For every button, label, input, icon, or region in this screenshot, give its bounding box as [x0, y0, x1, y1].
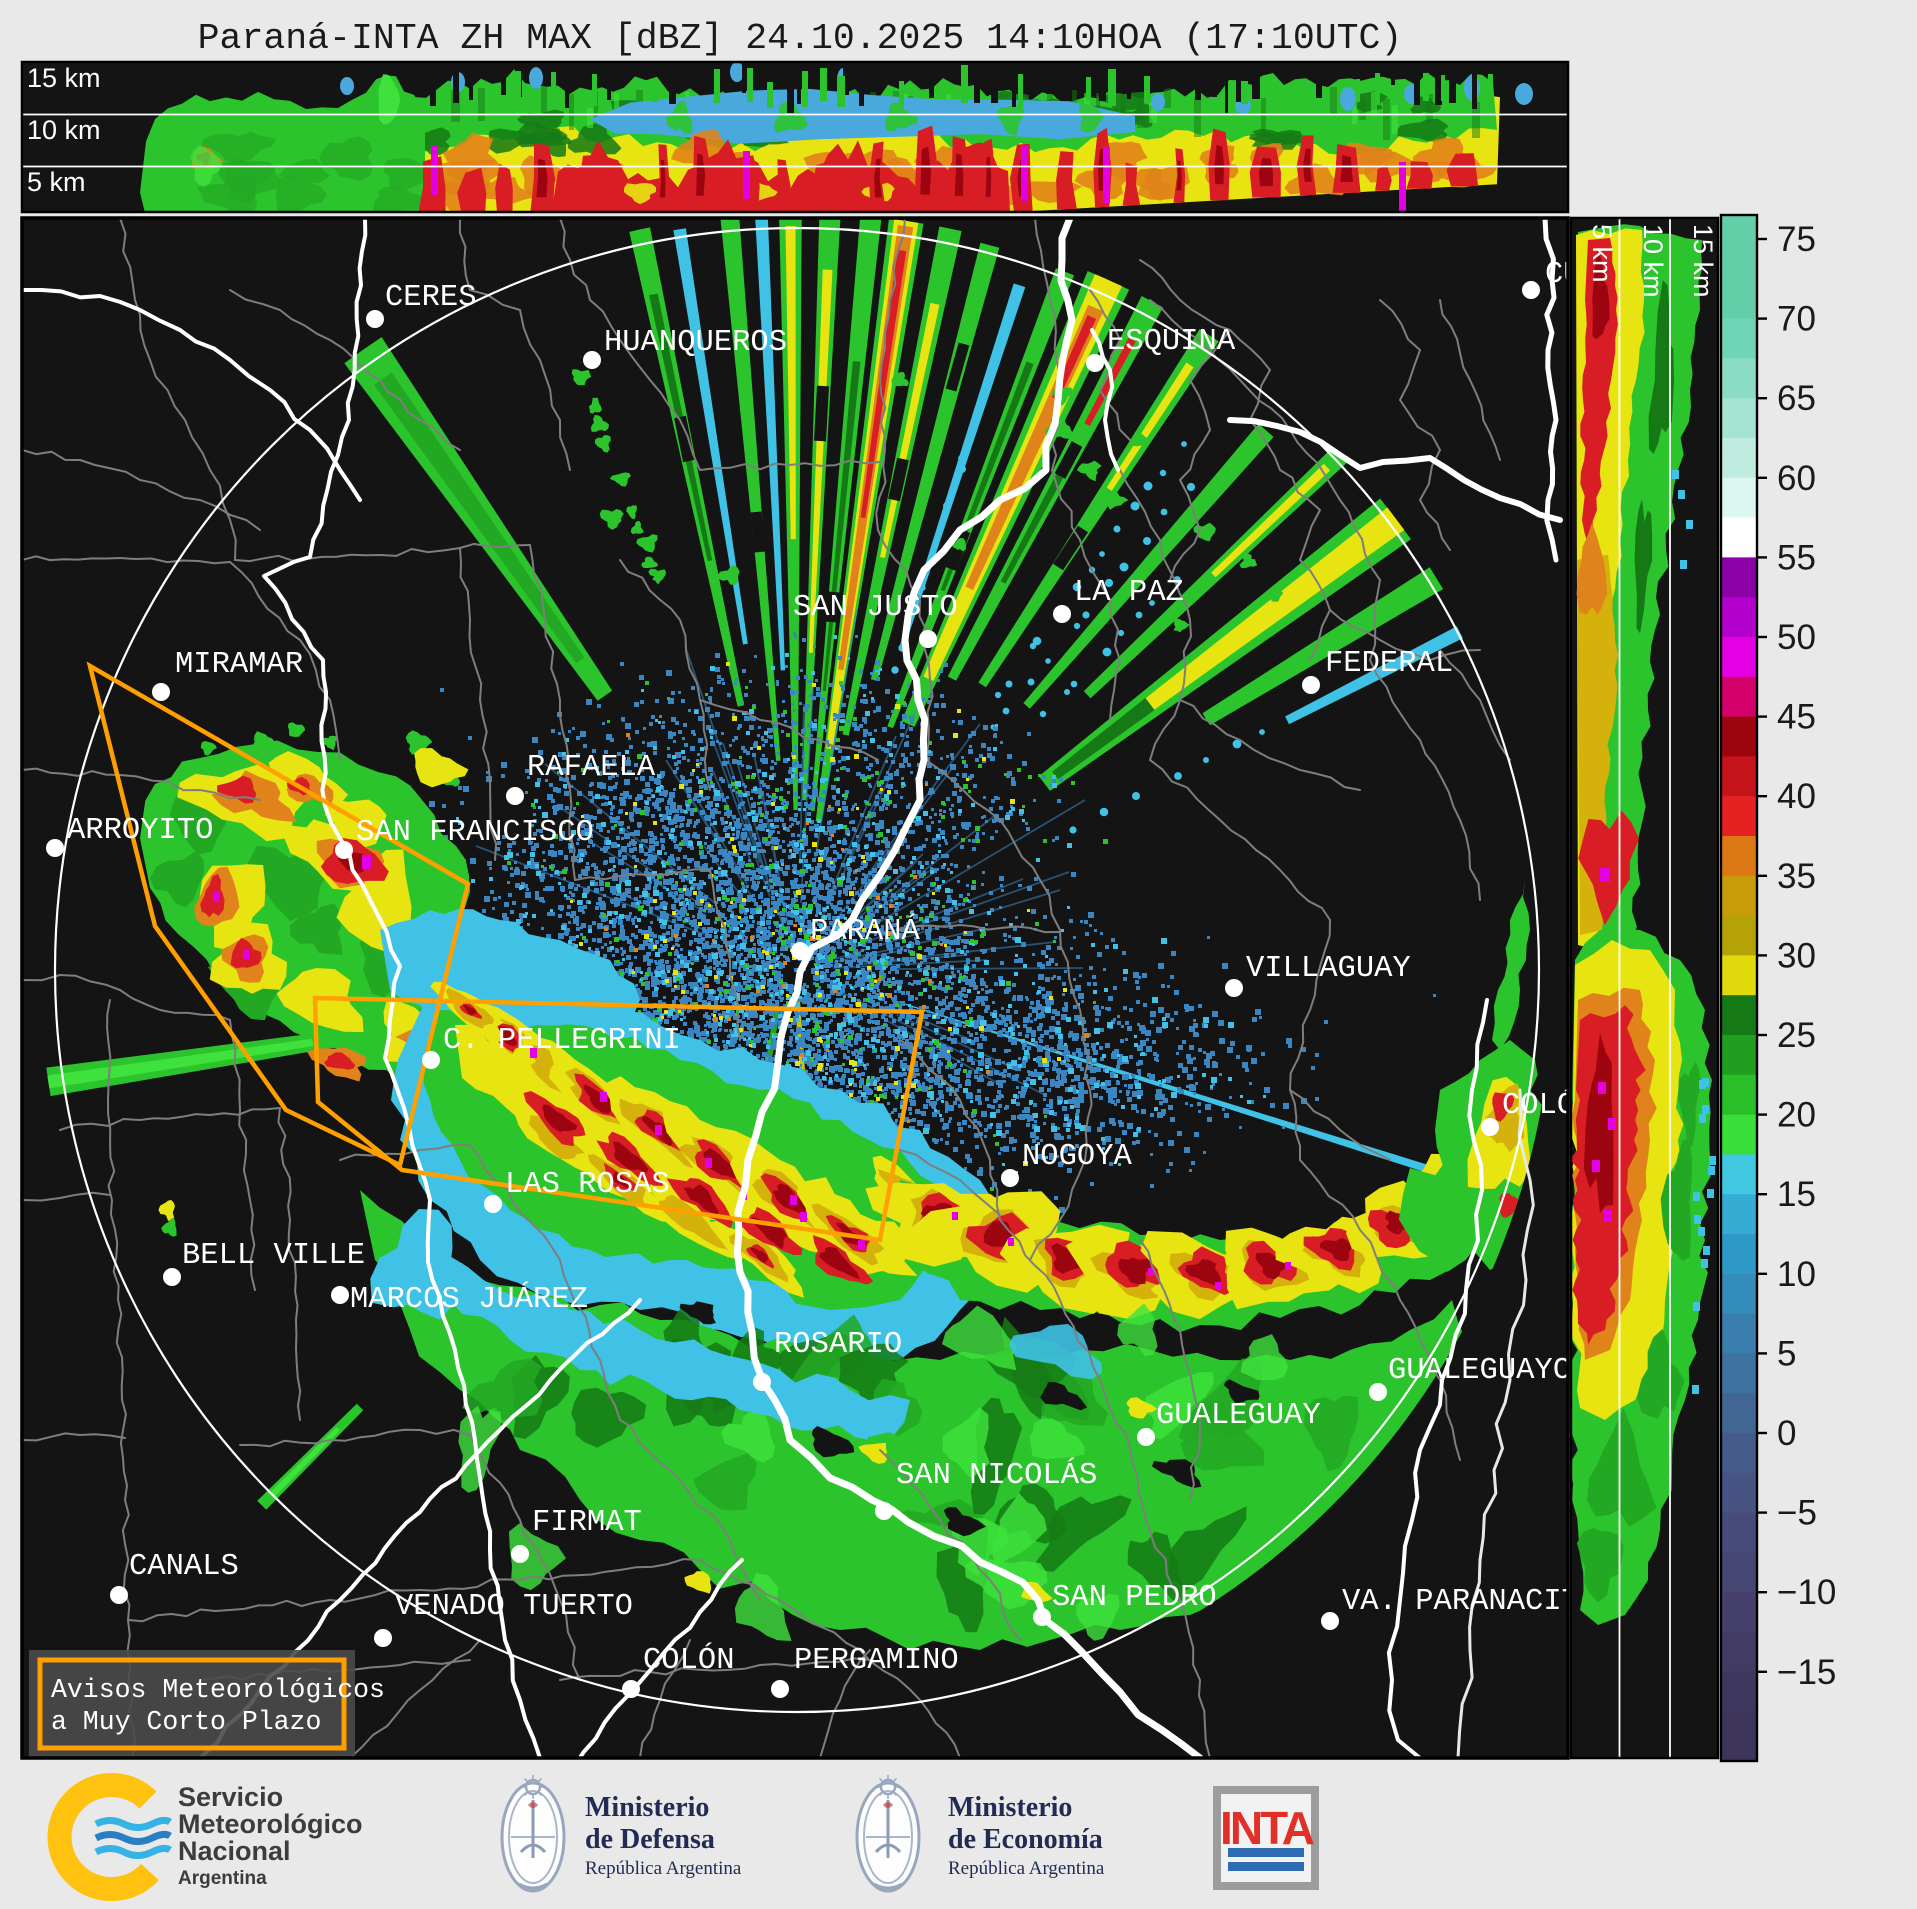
svg-text:55: 55 — [1777, 538, 1816, 577]
svg-text:60: 60 — [1777, 459, 1816, 498]
svg-text:5: 5 — [1777, 1334, 1796, 1373]
svg-text:COLÓN: COLÓN — [1502, 1086, 1594, 1123]
svg-text:NOGOYA: NOGOYA — [1022, 1140, 1133, 1174]
svg-text:−10: −10 — [1777, 1573, 1836, 1612]
svg-text:VA. PARANACITO: VA. PARANACITO — [1342, 1585, 1598, 1619]
svg-text:SAN FRANCISCO: SAN FRANCISCO — [356, 816, 594, 850]
svg-text:ARROYITO: ARROYITO — [67, 814, 213, 848]
svg-text:COLÓN: COLÓN — [643, 1641, 735, 1678]
svg-text:Avisos Meteorológicos: Avisos Meteorológicos — [51, 1675, 385, 1705]
svg-text:ROSARIO: ROSARIO — [774, 1328, 902, 1362]
svg-text:10: 10 — [1777, 1255, 1816, 1294]
svg-text:VENADO TUERTO: VENADO TUERTO — [395, 1590, 633, 1624]
svg-text:BELL VILLE: BELL VILLE — [182, 1239, 365, 1273]
svg-text:25: 25 — [1777, 1016, 1816, 1055]
svg-text:0: 0 — [1777, 1414, 1796, 1453]
svg-text:VILLAGUAY: VILLAGUAY — [1246, 952, 1411, 986]
svg-text:5 km: 5 km — [1587, 224, 1617, 283]
svg-text:40: 40 — [1777, 777, 1816, 816]
svg-text:RAFAELA: RAFAELA — [527, 751, 656, 785]
svg-text:Ministerio: Ministerio — [585, 1792, 709, 1823]
svg-text:República Argentina: República Argentina — [948, 1858, 1105, 1879]
svg-text:35: 35 — [1777, 857, 1816, 896]
svg-text:10 km: 10 km — [1638, 224, 1668, 298]
svg-text:−5: −5 — [1777, 1494, 1817, 1533]
svg-text:HUANQUEROS: HUANQUEROS — [604, 326, 787, 360]
svg-text:PERGAMINO: PERGAMINO — [794, 1644, 959, 1678]
svg-text:CERES: CERES — [385, 281, 477, 315]
svg-text:GUALEGUAYCHÚ: GUALEGUAYCHÚ — [1388, 1351, 1608, 1388]
svg-text:de Defensa: de Defensa — [585, 1824, 715, 1855]
svg-text:CU: CU — [1545, 258, 1582, 292]
svg-text:Paraná-INTA ZH MAX [dBZ] 24.10: Paraná-INTA ZH MAX [dBZ] 24.10.2025 14:1… — [198, 18, 1403, 59]
svg-text:15 km: 15 km — [27, 63, 101, 93]
svg-text:15: 15 — [1777, 1175, 1816, 1214]
svg-text:SAN JUSTO: SAN JUSTO — [793, 591, 958, 625]
svg-text:C. PELLEGRINI: C. PELLEGRINI — [443, 1024, 681, 1058]
svg-text:20: 20 — [1777, 1096, 1816, 1135]
svg-text:Argentina: Argentina — [178, 1868, 267, 1889]
svg-text:GUALEGUAY: GUALEGUAY — [1156, 1399, 1321, 1433]
svg-text:República Argentina: República Argentina — [585, 1858, 742, 1879]
svg-text:75: 75 — [1777, 220, 1816, 259]
svg-text:5 km: 5 km — [27, 167, 86, 197]
svg-text:Meteorológico: Meteorológico — [178, 1809, 363, 1839]
svg-text:FEDERAL: FEDERAL — [1325, 647, 1453, 681]
svg-text:FIRMAT: FIRMAT — [532, 1506, 642, 1540]
svg-text:MARCOS JUÁREZ: MARCOS JUÁREZ — [350, 1280, 588, 1317]
svg-text:INTA: INTA — [1220, 1802, 1314, 1854]
svg-text:−15: −15 — [1777, 1653, 1836, 1692]
svg-text:CANALS: CANALS — [129, 1550, 239, 1584]
svg-text:SAN NICOLÁS: SAN NICOLÁS — [896, 1456, 1097, 1493]
svg-text:LA PAZ: LA PAZ — [1074, 576, 1184, 610]
svg-text:70: 70 — [1777, 300, 1816, 339]
svg-text:65: 65 — [1777, 379, 1816, 418]
svg-text:50: 50 — [1777, 618, 1816, 657]
svg-text:45: 45 — [1777, 698, 1816, 737]
svg-text:SAN PEDRO: SAN PEDRO — [1052, 1581, 1217, 1615]
svg-text:15 km: 15 km — [1688, 224, 1718, 298]
svg-text:de Economía: de Economía — [948, 1824, 1103, 1855]
svg-text:Ministerio: Ministerio — [948, 1792, 1072, 1823]
svg-text:LAS ROSAS: LAS ROSAS — [505, 1168, 670, 1202]
svg-text:MIRAMAR: MIRAMAR — [175, 648, 303, 682]
svg-text:PARANÁ: PARANÁ — [810, 912, 921, 949]
svg-text:a Muy Corto Plazo: a Muy Corto Plazo — [51, 1707, 321, 1737]
svg-text:30: 30 — [1777, 936, 1816, 975]
svg-text:ESQUINA: ESQUINA — [1107, 325, 1236, 359]
svg-text:Nacional: Nacional — [178, 1836, 291, 1866]
svg-text:10 km: 10 km — [27, 115, 101, 145]
svg-text:Servicio: Servicio — [178, 1782, 283, 1812]
